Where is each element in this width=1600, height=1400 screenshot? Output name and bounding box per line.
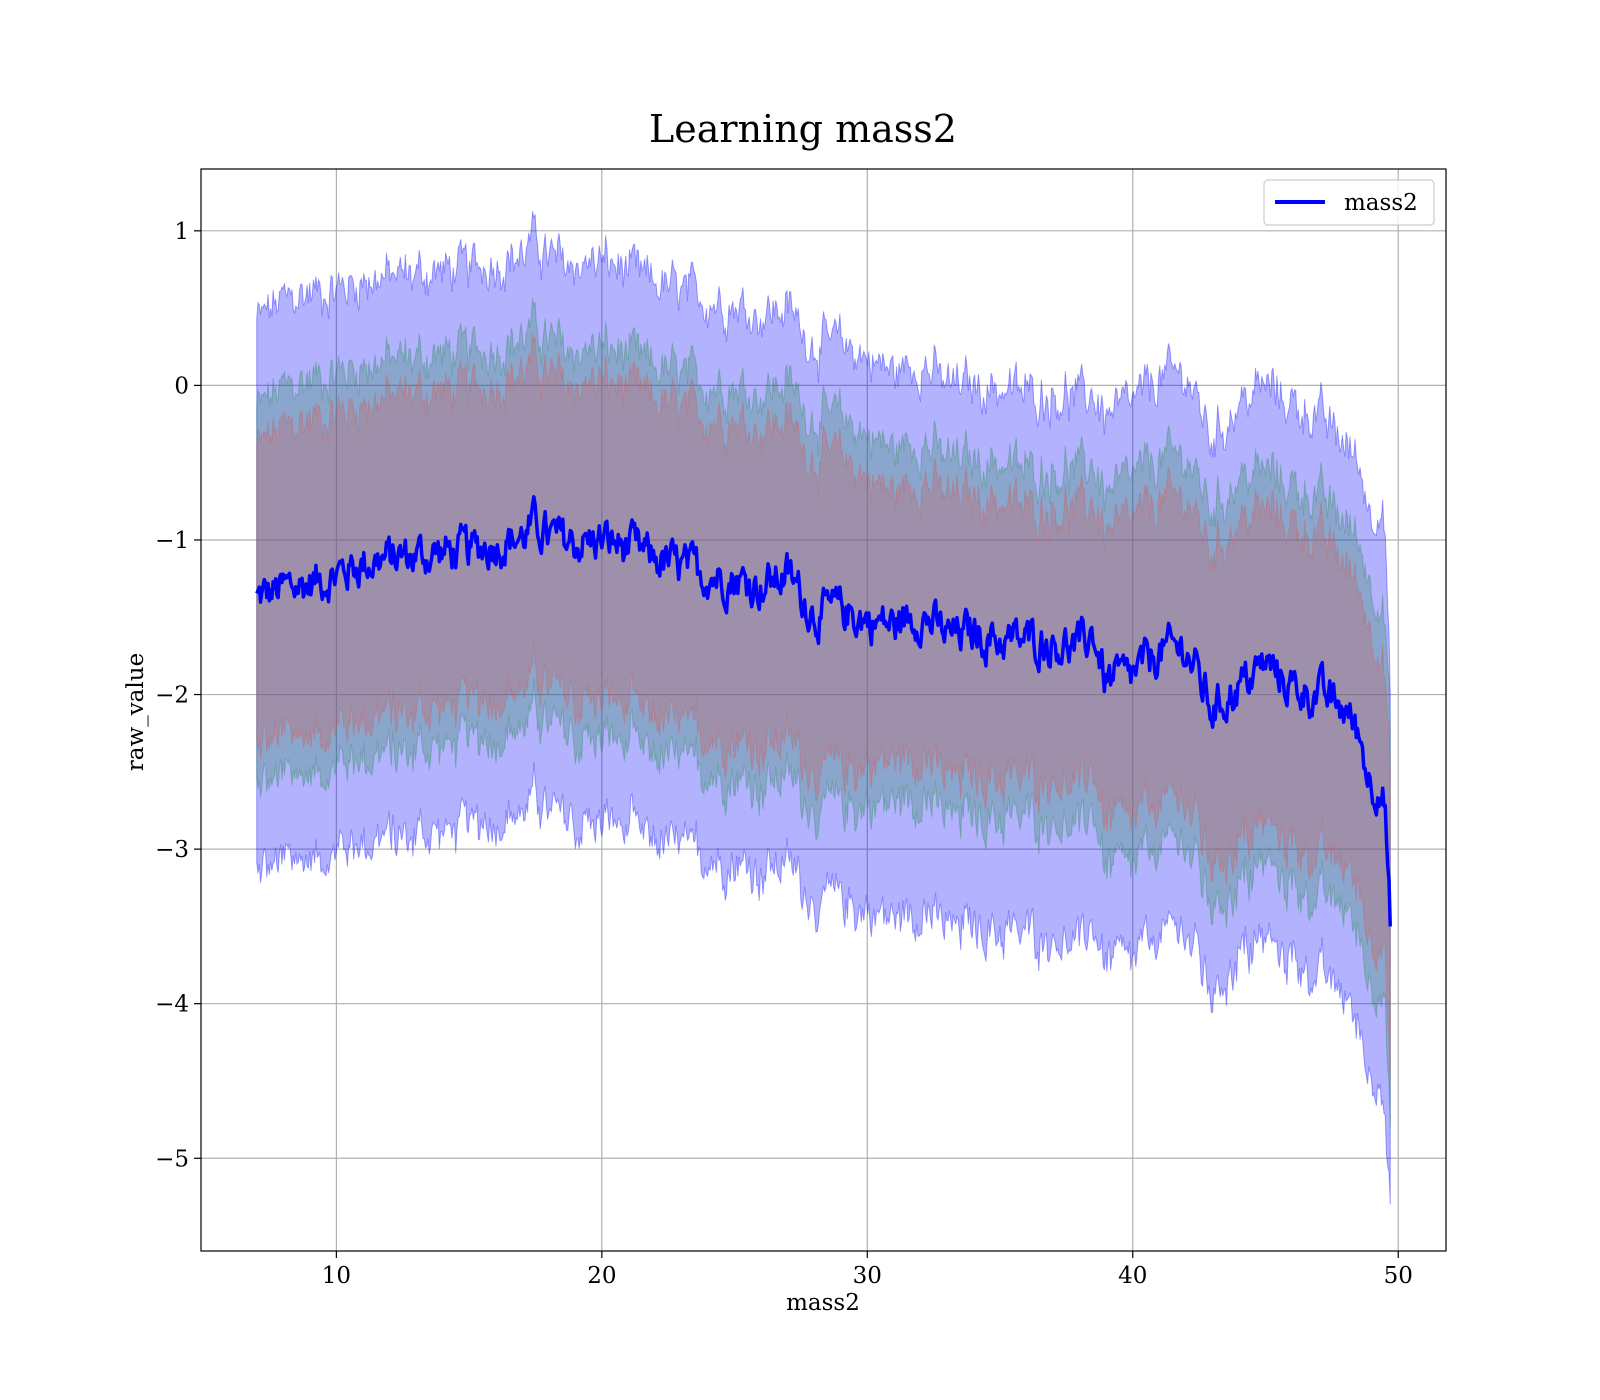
x-axis-label: mass2: [786, 1290, 860, 1316]
y-axis-label: raw_value: [123, 653, 149, 771]
y-tick-label: −3: [155, 837, 189, 863]
y-tick-label: 0: [174, 373, 189, 399]
band-inner: [256, 333, 1391, 1081]
x-tick-label: 20: [587, 1263, 616, 1289]
legend-label-mass2: mass2: [1344, 190, 1418, 216]
legend: mass2: [1263, 179, 1435, 226]
y-tick-label: −4: [155, 992, 189, 1018]
x-tick-label: 30: [853, 1263, 882, 1289]
grid: [201, 169, 1446, 1251]
series-lines: [255, 495, 1392, 927]
plot-frame: [200, 168, 1447, 1252]
bands: [256, 211, 1391, 1205]
x-tick-label: 40: [1118, 1263, 1147, 1289]
legend-box: [1263, 179, 1435, 226]
band-middle: [256, 298, 1391, 1128]
y-tick-label: −2: [155, 683, 189, 709]
band-outer: [256, 211, 1391, 1205]
x-tick-label: 10: [322, 1263, 351, 1289]
series-line-mass2: [255, 495, 1392, 927]
chart-title: Learning mass2: [649, 107, 957, 151]
y-tick-label: 1: [174, 219, 189, 245]
y-tick-label: −1: [155, 528, 189, 554]
x-tick-label: 50: [1384, 1263, 1413, 1289]
y-tick-label: −5: [155, 1146, 189, 1172]
